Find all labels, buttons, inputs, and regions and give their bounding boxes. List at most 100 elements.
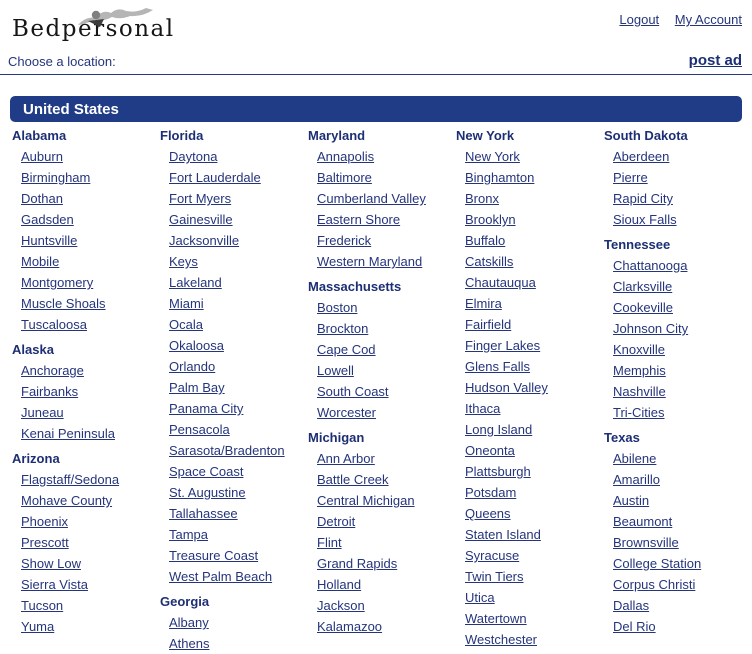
city-link[interactable]: Pensacola [169, 422, 230, 437]
city-link[interactable]: Jackson [317, 598, 365, 613]
city-link[interactable]: Beaumont [613, 514, 673, 529]
city-link[interactable]: Queens [465, 506, 511, 521]
city-link[interactable]: New York [465, 149, 520, 164]
city-link[interactable]: Flagstaff/Sedona [21, 472, 120, 487]
city-link[interactable]: Syracuse [465, 548, 520, 563]
city-link[interactable]: Show Low [21, 556, 81, 571]
city-link[interactable]: Buffalo [465, 233, 506, 248]
city-link[interactable]: Binghamton [465, 170, 535, 185]
city-link[interactable]: Yuma [21, 619, 55, 634]
city-link[interactable]: Knoxville [613, 342, 666, 357]
post-ad-link[interactable]: post ad [688, 52, 742, 69]
city-link[interactable]: Pierre [613, 170, 648, 185]
city-link[interactable]: Tuscaloosa [21, 317, 87, 332]
city-link[interactable]: Westchester [465, 632, 538, 647]
city-link[interactable]: Del Rio [613, 619, 656, 634]
city-link[interactable]: Battle Creek [317, 472, 389, 487]
city-link[interactable]: Keys [169, 254, 198, 269]
city-link[interactable]: Huntsville [21, 233, 78, 248]
city-link[interactable]: Dallas [613, 598, 650, 613]
city-link[interactable]: Finger Lakes [465, 338, 541, 353]
city-link[interactable]: Phoenix [21, 514, 68, 529]
site-logo[interactable]: Bedpersonal [12, 6, 175, 46]
city-link[interactable]: Worcester [317, 405, 376, 420]
city-link[interactable]: Detroit [317, 514, 356, 529]
city-link[interactable]: Nashville [613, 384, 666, 399]
city-link[interactable]: Tallahassee [169, 506, 238, 521]
city-link[interactable]: Mobile [21, 254, 60, 269]
city-link[interactable]: Rapid City [613, 191, 673, 206]
city-link[interactable]: Muscle Shoals [21, 296, 106, 311]
city-link[interactable]: Tri-Cities [613, 405, 665, 420]
city-link[interactable]: Hudson Valley [465, 380, 548, 395]
city-link[interactable]: Juneau [21, 405, 64, 420]
city-link[interactable]: Fairfield [465, 317, 512, 332]
city-link[interactable]: Potsdam [465, 485, 517, 500]
city-link[interactable]: Anchorage [21, 363, 84, 378]
city-link[interactable]: Staten Island [465, 527, 541, 542]
city-link[interactable]: Long Island [465, 422, 533, 437]
city-link[interactable]: Chattanooga [613, 258, 688, 273]
city-link[interactable]: College Station [613, 556, 702, 571]
city-link[interactable]: Ann Arbor [317, 451, 375, 466]
city-link[interactable]: Brooklyn [465, 212, 516, 227]
city-link[interactable]: Kenai Peninsula [21, 426, 115, 441]
city-link[interactable]: Clarksville [613, 279, 673, 294]
city-link[interactable]: Fort Lauderdale [169, 170, 261, 185]
city-link[interactable]: Brownsville [613, 535, 679, 550]
city-link[interactable]: Panama City [169, 401, 244, 416]
city-link[interactable]: Holland [317, 577, 362, 592]
city-link[interactable]: Corpus Christi [613, 577, 696, 592]
city-link[interactable]: Chautauqua [465, 275, 536, 290]
city-link[interactable]: South Coast [317, 384, 389, 399]
city-link[interactable]: Mohave County [21, 493, 113, 508]
city-link[interactable]: Albany [169, 615, 209, 630]
city-link[interactable]: Annapolis [317, 149, 375, 164]
city-link[interactable]: Tucson [21, 598, 64, 613]
city-link[interactable]: Frederick [317, 233, 372, 248]
city-link[interactable]: Dothan [21, 191, 63, 206]
city-link[interactable]: Sierra Vista [21, 577, 88, 592]
city-link[interactable]: Lowell [317, 363, 354, 378]
city-link[interactable]: Central Michigan [317, 493, 415, 508]
city-link[interactable]: Space Coast [169, 464, 244, 479]
city-link[interactable]: Ithaca [465, 401, 501, 416]
city-link[interactable]: Memphis [613, 363, 666, 378]
city-link[interactable]: Aberdeen [613, 149, 670, 164]
city-link[interactable]: Baltimore [317, 170, 372, 185]
city-link[interactable]: Tampa [169, 527, 209, 542]
city-link[interactable]: Elmira [465, 296, 502, 311]
city-link[interactable]: Montgomery [21, 275, 94, 290]
city-link[interactable]: Gainesville [169, 212, 233, 227]
city-link[interactable]: Brockton [317, 321, 369, 336]
city-link[interactable]: Abilene [613, 451, 657, 466]
city-link[interactable]: Jacksonville [169, 233, 240, 248]
city-link[interactable]: Cookeville [613, 300, 673, 315]
city-link[interactable]: Prescott [21, 535, 69, 550]
city-link[interactable]: Miami [169, 296, 204, 311]
city-link[interactable]: Kalamazoo [317, 619, 383, 634]
city-link[interactable]: Amarillo [613, 472, 660, 487]
city-link[interactable]: Birmingham [21, 170, 91, 185]
city-link[interactable]: Plattsburgh [465, 464, 531, 479]
city-link[interactable]: Okaloosa [169, 338, 224, 353]
city-link[interactable]: Sarasota/Bradenton [169, 443, 285, 458]
city-link[interactable]: Western Maryland [317, 254, 423, 269]
my-account-link[interactable]: My Account [674, 12, 742, 27]
city-link[interactable]: Johnson City [613, 321, 689, 336]
city-link[interactable]: Glens Falls [465, 359, 531, 374]
logout-link[interactable]: Logout [619, 12, 660, 27]
city-link[interactable]: Palm Bay [169, 380, 225, 395]
city-link[interactable]: Twin Tiers [465, 569, 524, 584]
city-link[interactable]: West Palm Beach [169, 569, 273, 584]
city-link[interactable]: Gadsden [21, 212, 74, 227]
city-link[interactable]: Cumberland Valley [317, 191, 426, 206]
city-link[interactable]: Athens [169, 636, 210, 651]
city-link[interactable]: Eastern Shore [317, 212, 401, 227]
city-link[interactable]: Grand Rapids [317, 556, 398, 571]
city-link[interactable]: Flint [317, 535, 342, 550]
city-link[interactable]: Ocala [169, 317, 203, 332]
city-link[interactable]: Catskills [465, 254, 514, 269]
city-link[interactable]: Bronx [465, 191, 499, 206]
city-link[interactable]: Watertown [465, 611, 527, 626]
